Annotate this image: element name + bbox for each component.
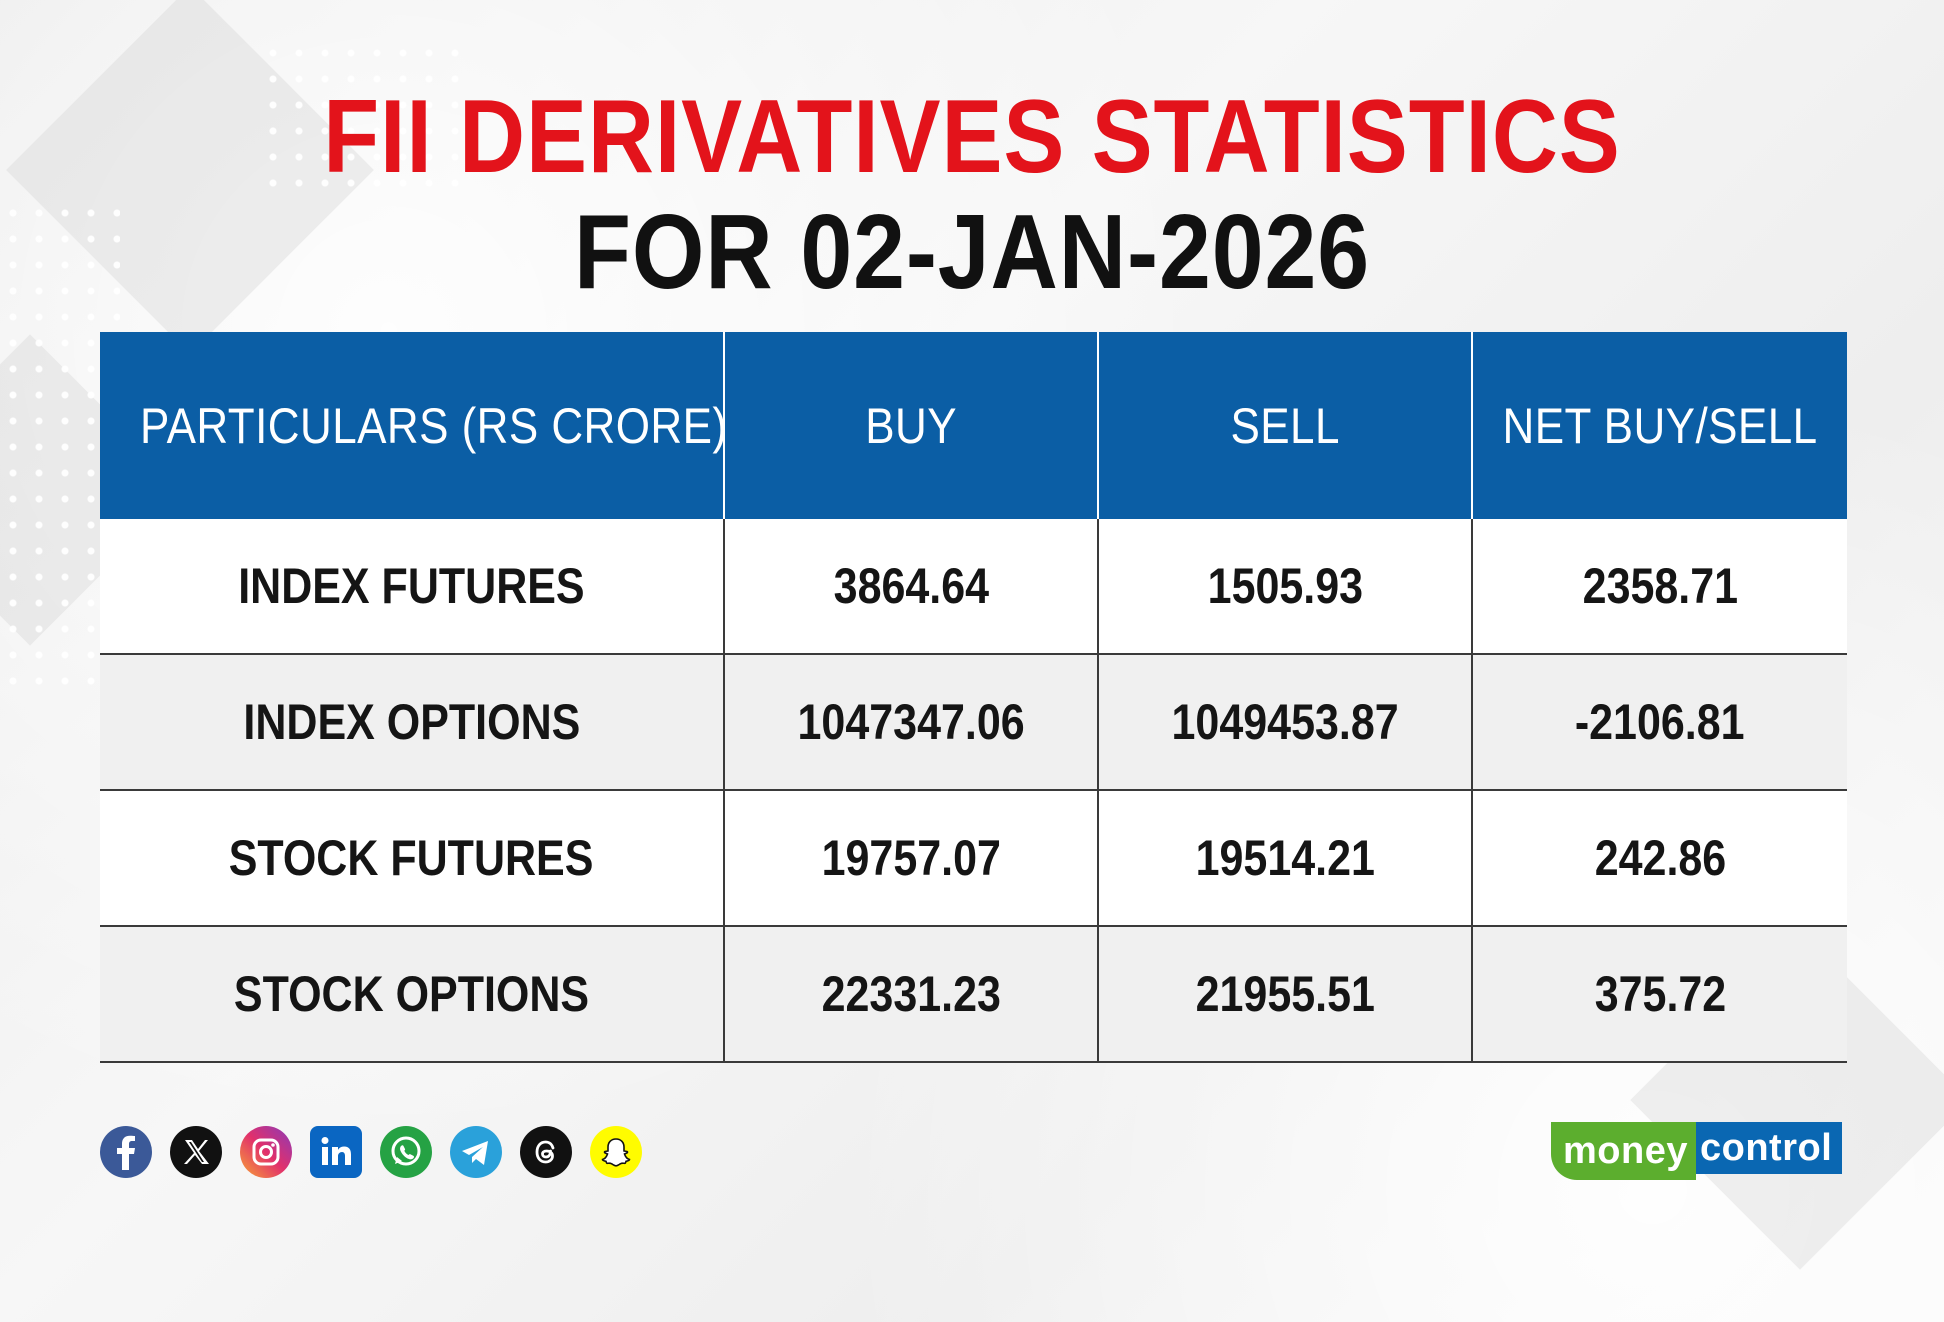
- sell-cell: 1049453.87: [1098, 654, 1473, 791]
- row-label-cell: STOCK OPTIONS: [100, 926, 725, 1063]
- buy-value: 22331.23: [821, 966, 1001, 1022]
- net-value: -2106.81: [1575, 694, 1745, 750]
- logo-control-text: control: [1695, 1122, 1843, 1174]
- row-label-cell: INDEX FUTURES: [100, 519, 725, 655]
- stats-table: PARTICULARS (RS CRORE) BUY SELL NET BUY/…: [100, 332, 1847, 1063]
- title-line-2: FOR 02-JAN-2026: [573, 193, 1371, 311]
- header-net-label: NET BUY/SELL: [1502, 397, 1818, 454]
- snapchat-icon[interactable]: [590, 1126, 642, 1178]
- buy-cell: 22331.23: [724, 926, 1099, 1063]
- header-sell: SELL: [1098, 332, 1473, 519]
- table-row: STOCK OPTIONS 22331.23 21955.51 375.72: [100, 926, 1847, 1063]
- sell-value: 1505.93: [1207, 558, 1363, 614]
- buy-cell: 1047347.06: [724, 654, 1099, 791]
- row-label: INDEX OPTIONS: [243, 694, 580, 750]
- sell-cell: 21955.51: [1098, 926, 1473, 1063]
- x-icon[interactable]: [170, 1126, 222, 1178]
- title-line-1: FII DERIVATIVES STATISTICS: [323, 79, 1621, 195]
- row-label-cell: INDEX OPTIONS: [100, 654, 725, 791]
- stats-table-container: PARTICULARS (RS CRORE) BUY SELL NET BUY/…: [100, 332, 1847, 1063]
- telegram-icon[interactable]: [450, 1126, 502, 1178]
- net-cell: 375.72: [1472, 926, 1847, 1063]
- net-cell: -2106.81: [1472, 654, 1847, 791]
- buy-value: 3864.64: [833, 558, 989, 614]
- header-sell-label: SELL: [1230, 397, 1340, 454]
- net-value: 2358.71: [1582, 558, 1738, 614]
- threads-icon[interactable]: [520, 1126, 572, 1178]
- header-net: NET BUY/SELL: [1472, 332, 1847, 519]
- net-value: 242.86: [1594, 830, 1726, 886]
- table-row: STOCK FUTURES 19757.07 19514.21 242.86: [100, 790, 1847, 927]
- row-label: STOCK FUTURES: [229, 830, 594, 886]
- row-label-cell: STOCK FUTURES: [100, 790, 725, 927]
- table-body: INDEX FUTURES 3864.64 1505.93 2358.71 IN…: [100, 519, 1847, 1063]
- sell-cell: 19514.21: [1098, 790, 1473, 927]
- header-buy-label: BUY: [865, 397, 957, 454]
- background-dots: [260, 40, 460, 200]
- net-cell: 2358.71: [1472, 519, 1847, 655]
- header-particulars-label: PARTICULARS (RS CRORE): [140, 397, 728, 454]
- social-icons: [100, 1126, 642, 1178]
- sell-value: 21955.51: [1195, 966, 1375, 1022]
- buy-cell: 3864.64: [724, 519, 1099, 655]
- instagram-icon[interactable]: [240, 1126, 292, 1178]
- header-particulars: PARTICULARS (RS CRORE): [100, 332, 728, 519]
- sell-cell: 1505.93: [1098, 519, 1473, 655]
- row-label: INDEX FUTURES: [238, 558, 585, 614]
- table-header: PARTICULARS (RS CRORE) BUY SELL NET BUY/…: [100, 332, 1847, 519]
- net-cell: 242.86: [1472, 790, 1847, 927]
- moneycontrol-logo: money control: [1551, 1122, 1845, 1180]
- sell-value: 19514.21: [1195, 830, 1375, 886]
- net-value: 375.72: [1594, 966, 1726, 1022]
- logo-money-text: money: [1551, 1122, 1696, 1180]
- linkedin-icon[interactable]: [310, 1126, 362, 1178]
- sell-value: 1049453.87: [1171, 694, 1399, 750]
- header-buy: BUY: [724, 332, 1099, 519]
- table-row: INDEX FUTURES 3864.64 1505.93 2358.71: [100, 519, 1847, 655]
- header-row: PARTICULARS (RS CRORE) BUY SELL NET BUY/…: [100, 332, 1847, 519]
- whatsapp-icon[interactable]: [380, 1126, 432, 1178]
- buy-value: 1047347.06: [797, 694, 1025, 750]
- buy-cell: 19757.07: [724, 790, 1099, 927]
- facebook-icon[interactable]: [100, 1126, 152, 1178]
- buy-value: 19757.07: [821, 830, 1001, 886]
- row-label: STOCK OPTIONS: [233, 966, 590, 1022]
- table-row: INDEX OPTIONS 1047347.06 1049453.87 -210…: [100, 654, 1847, 791]
